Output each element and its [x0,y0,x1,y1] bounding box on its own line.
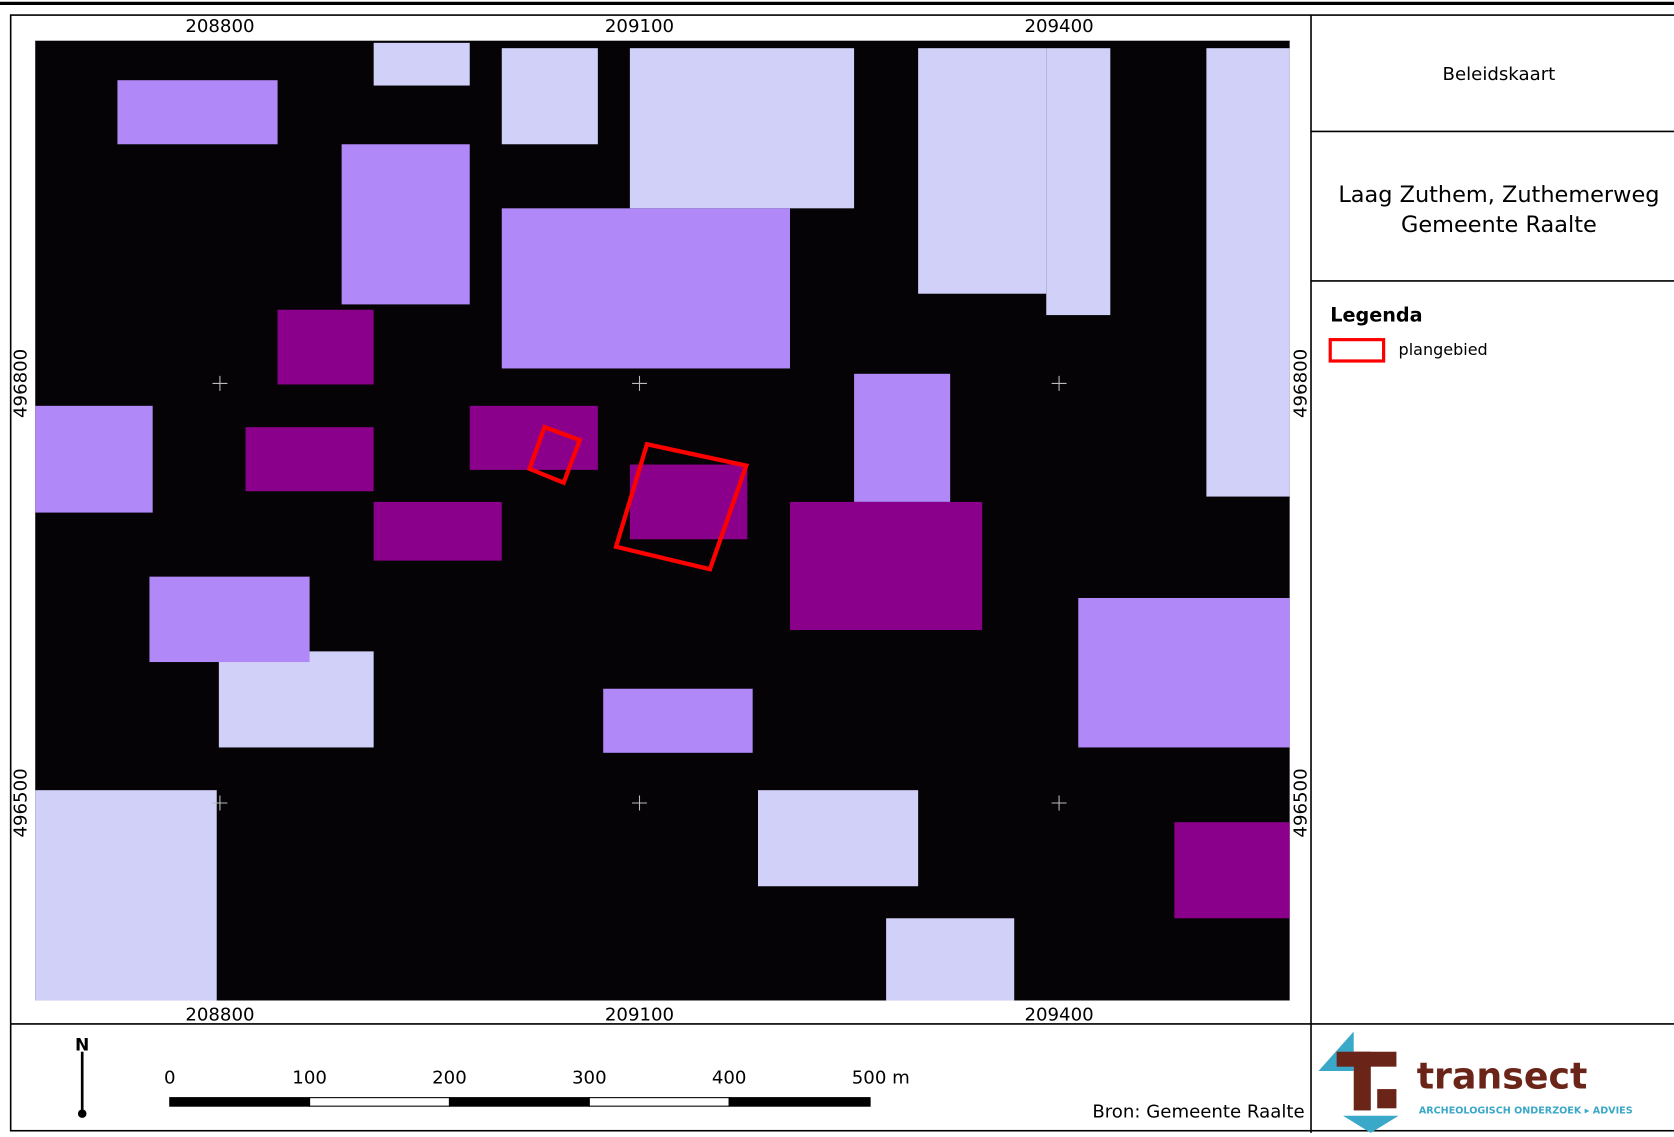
y-coord-label: 496500 [1290,768,1311,837]
x-coord-label: 208800 [185,16,254,37]
x-coord-label: 209100 [605,1004,674,1025]
scale-label: 200 [432,1067,467,1088]
y-coord-label: 496800 [1290,349,1311,418]
scale-label: 100 [292,1067,327,1088]
y-coord-label: 496500 [10,768,31,837]
raster [35,40,1290,1001]
scale-bar [169,1097,871,1107]
plangebied [526,424,750,572]
y-coord-label: 496800 [10,349,31,418]
x-coord-label: 209100 [605,16,674,37]
scale-label: 400 [712,1067,747,1088]
scale-label: 0 [164,1067,176,1088]
x-coord-label: 208800 [185,1004,254,1025]
logo-name: transect [1417,1054,1588,1097]
scale-label: 300 [572,1067,607,1088]
logo-tagline: ARCHEOLOGISCH ONDERZOEK ▸ ADVIES [1419,1105,1633,1116]
subtitle: Laag Zuthem, Zuthemerweg [1338,182,1659,208]
legend-title: Legenda [1330,304,1422,327]
legend-label: plangebied [1399,340,1488,359]
north-label: N [75,1035,89,1055]
x-coord-label: 209400 [1024,1004,1093,1025]
title: Beleidskaart [1443,64,1556,85]
frame [9,14,1674,1132]
north-arrow [77,1051,87,1118]
scale-label: 500 m [852,1067,910,1088]
source: Bron: Gemeente Raalte [1092,1102,1304,1123]
legend-swatch [1328,338,1386,363]
logo-mark [1318,1031,1399,1133]
x-coord-label: 209400 [1024,16,1093,37]
subtitle: Gemeente Raalte [1401,212,1597,238]
